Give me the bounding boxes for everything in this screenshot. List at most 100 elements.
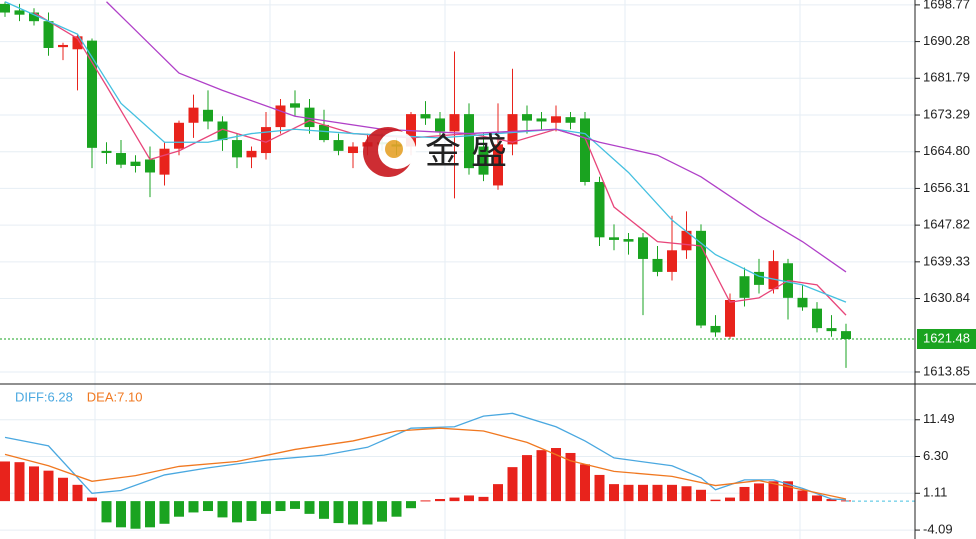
macd-bar [275, 501, 286, 512]
macd-bar [333, 501, 344, 524]
candle-body [652, 258, 663, 272]
macd-bar [101, 501, 112, 523]
candle-body [319, 124, 329, 141]
macd-bar [304, 501, 315, 514]
line [106, 1, 847, 273]
macd-bar [638, 484, 648, 502]
y-tick-label: 1690.28 [923, 33, 970, 48]
candle-body [812, 308, 822, 329]
candle-body [522, 114, 532, 121]
y-tick-label: 1.11 [923, 485, 947, 500]
candle-body [29, 12, 39, 22]
logo [363, 127, 416, 177]
y-tick-label: 1681.79 [923, 70, 970, 85]
y-tick-label: 6.30 [923, 448, 948, 463]
y-tick-label: 1656.31 [923, 180, 970, 195]
macd-bar [58, 477, 68, 502]
macd-bar [652, 484, 663, 502]
macd-bar [319, 501, 329, 519]
candle-body [188, 107, 199, 123]
line [4, 1, 847, 303]
macd-bar [116, 501, 126, 528]
y-tick-label: 1647.82 [923, 217, 970, 232]
candle-body [841, 331, 851, 339]
macd-bar [623, 484, 634, 502]
macd-bar [72, 484, 83, 502]
macd-bar [217, 501, 228, 518]
candle-body [565, 117, 576, 123]
macd-bar [536, 450, 547, 502]
macd-bar [464, 495, 474, 502]
candle-body [725, 300, 735, 337]
candle-body [435, 118, 445, 132]
macd-bar [203, 501, 213, 512]
candle-body [638, 237, 648, 259]
y-tick-label: 1664.80 [923, 143, 970, 158]
y-tick-label: 1630.84 [923, 290, 970, 305]
macd-bar [812, 495, 822, 502]
macd-bar [362, 501, 373, 525]
macd-bar [435, 498, 445, 502]
candle-body [580, 118, 590, 182]
macd-bar [232, 501, 242, 523]
y-tick-label: 1613.85 [923, 363, 970, 378]
candle-body [681, 230, 692, 251]
macd-bar [29, 466, 39, 502]
candle-body [739, 276, 750, 298]
candle-body [217, 121, 228, 141]
macd-bar [246, 501, 257, 521]
candle-body [333, 140, 344, 151]
macd-bar [681, 486, 692, 502]
macd-bar [826, 498, 837, 502]
candle-body [507, 114, 518, 145]
candle-body [768, 261, 779, 290]
candle-body [493, 144, 503, 186]
candle-body [594, 181, 605, 238]
candle-body [203, 109, 213, 122]
watermark: 金 盛 [425, 131, 507, 172]
candle-body [696, 230, 706, 326]
candle-body [464, 114, 474, 169]
macd-bar [449, 497, 460, 502]
macd-bar [507, 467, 518, 502]
candle-body [116, 153, 126, 165]
legend-label: DIFF:6.28 [15, 389, 73, 404]
macd-bar [783, 481, 793, 502]
macd-bar [159, 501, 170, 524]
candle-body [261, 127, 271, 154]
macd-bar [565, 452, 576, 502]
macd-bar [739, 486, 750, 502]
last-price-box [917, 328, 976, 349]
macd-bar [348, 501, 358, 525]
macd-bar [696, 489, 706, 502]
candle-body [551, 116, 561, 123]
macd-bar [290, 501, 300, 509]
candle-body [87, 40, 97, 148]
macd-bar [377, 501, 387, 522]
candle-body [290, 103, 300, 108]
macd-bar [522, 455, 532, 502]
macd-bar [145, 501, 155, 528]
macd-bar [797, 490, 808, 502]
macd-bar [174, 501, 184, 517]
macd-bar [406, 501, 416, 509]
macd-bar [551, 448, 561, 502]
macd-bar [0, 461, 10, 502]
macd-bar [725, 497, 735, 502]
candle-body [754, 271, 764, 285]
candle-body [797, 297, 808, 308]
candle-body [101, 150, 112, 154]
candle-body [275, 105, 286, 128]
candle-body [174, 122, 184, 149]
candle-body [348, 146, 358, 154]
macd-bar [43, 470, 54, 502]
candle-body [159, 148, 170, 175]
macd-bar [609, 484, 619, 502]
macd-bar [261, 501, 271, 514]
line [4, 427, 847, 500]
candle-body [130, 161, 141, 166]
y-tick-label: 1698.77 [923, 0, 970, 11]
y-tick-label: 11.49 [923, 411, 955, 426]
